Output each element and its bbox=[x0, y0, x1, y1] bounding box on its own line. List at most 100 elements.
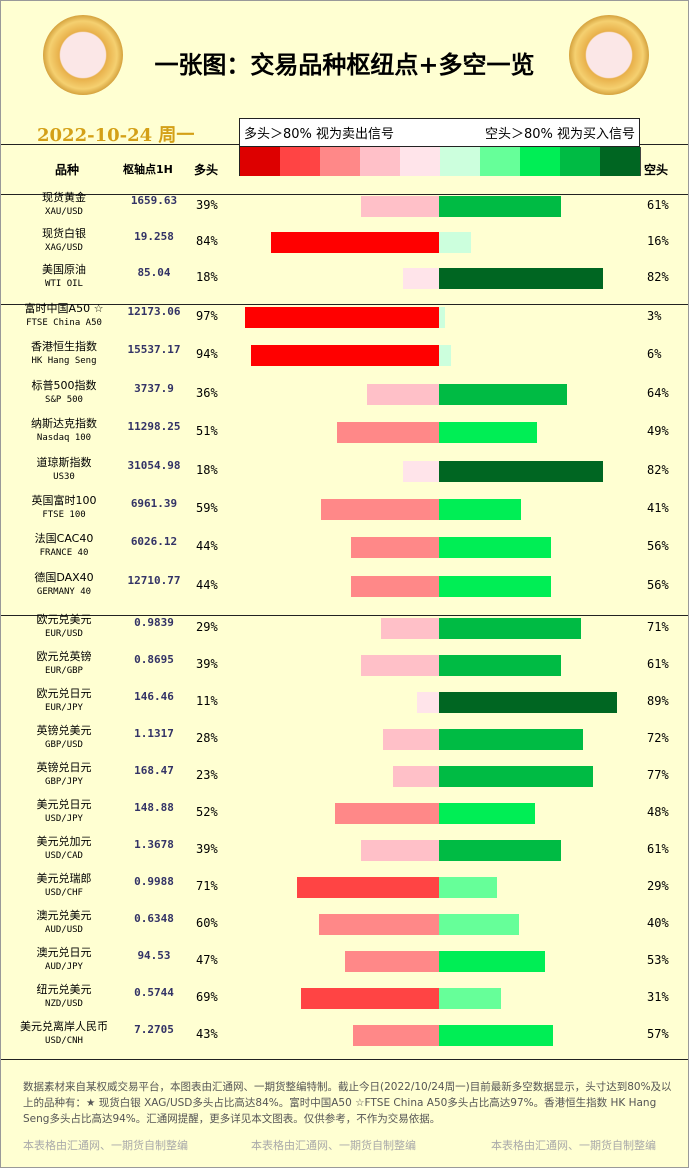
pivot: 148.88 bbox=[134, 801, 174, 814]
pivot: 0.5744 bbox=[134, 986, 174, 999]
short-pct: 3% bbox=[647, 309, 662, 323]
instrument-code: FTSE China A50 bbox=[26, 318, 102, 328]
instrument-code: USD/CHF bbox=[45, 888, 83, 898]
short-pct: 41% bbox=[647, 501, 669, 515]
footer-note: 数据素材来自某权威交易平台，本图表由汇通网、一期货整编特制。截止今日(2022/… bbox=[23, 1081, 672, 1125]
short-bar bbox=[439, 196, 561, 217]
long-bar bbox=[301, 988, 439, 1009]
short-pct: 71% bbox=[647, 620, 669, 634]
long-bar bbox=[383, 729, 439, 750]
pivot: 0.9839 bbox=[134, 616, 174, 629]
long-pct: 39% bbox=[196, 657, 218, 671]
long-pct: 52% bbox=[196, 805, 218, 819]
instrument-name: 道琼斯指数 bbox=[36, 455, 92, 469]
instrument-code: USD/CAD bbox=[45, 851, 83, 861]
short-bar bbox=[439, 345, 451, 367]
pivot: 3737.9 bbox=[134, 381, 174, 395]
legend-scale bbox=[240, 146, 641, 176]
instrument-name: 标普500指数 bbox=[31, 378, 97, 392]
logo bbox=[43, 15, 123, 95]
long-bar bbox=[353, 1025, 439, 1046]
short-bar bbox=[439, 692, 617, 713]
long-pct: 18% bbox=[196, 462, 218, 477]
long-pct: 69% bbox=[196, 990, 218, 1004]
long-bar bbox=[417, 692, 439, 713]
long-bar bbox=[345, 951, 439, 972]
long-pct: 47% bbox=[196, 953, 218, 967]
short-pct: 72% bbox=[647, 731, 669, 745]
instrument-name: 纳斯达克指数 bbox=[31, 417, 97, 431]
instrument-name: 富时中国A50 ☆ bbox=[24, 302, 104, 315]
short-pct: 82% bbox=[647, 270, 669, 284]
long-pct: 11% bbox=[196, 694, 218, 708]
pivot: 0.8695 bbox=[134, 653, 174, 666]
pivot: 0.9988 bbox=[134, 875, 174, 888]
short-pct: 77% bbox=[647, 768, 669, 782]
instrument-code: GBP/JPY bbox=[45, 777, 83, 787]
instrument-name: 澳元兑美元 bbox=[36, 909, 92, 922]
logo bbox=[569, 15, 649, 95]
instrument-code: EUR/USD bbox=[45, 629, 83, 639]
instrument-code: AUD/JPY bbox=[45, 962, 83, 972]
instrument-code: USD/JPY bbox=[45, 814, 83, 824]
short-pct: 64% bbox=[647, 385, 669, 400]
short-pct: 82% bbox=[647, 462, 669, 477]
short-bar bbox=[439, 307, 445, 328]
instrument-code: USD/CNH bbox=[45, 1036, 83, 1046]
long-pct: 44% bbox=[196, 539, 218, 554]
short-pct: 61% bbox=[647, 842, 669, 856]
short-pct: 49% bbox=[647, 424, 669, 439]
instrument-name: 美元兑离岸人民币 bbox=[20, 1020, 108, 1033]
legend-color bbox=[480, 147, 521, 176]
instrument-name: 美国原油 bbox=[42, 263, 86, 276]
long-pct: 44% bbox=[196, 577, 218, 592]
long-bar bbox=[351, 537, 439, 559]
legend-color bbox=[560, 147, 601, 176]
short-bar bbox=[439, 232, 471, 253]
watermark: 本表格由汇通网、一期货自制整编 bbox=[491, 1139, 656, 1152]
watermark: 本表格由汇通网、一期货自制整编 bbox=[251, 1139, 416, 1152]
pivot: 146.46 bbox=[134, 690, 174, 703]
legend-color bbox=[280, 147, 321, 176]
instrument-code: GBP/USD bbox=[45, 740, 83, 750]
short-bar bbox=[439, 383, 567, 405]
pivot: 168.47 bbox=[134, 764, 174, 777]
instrument-code: AUD/USD bbox=[45, 925, 83, 935]
instrument-name: 香港恒生指数 bbox=[31, 340, 97, 354]
instrument-code: FRANCE 40 bbox=[39, 548, 89, 559]
instrument-code: HK Hang Seng bbox=[31, 356, 97, 367]
pivot: 1.3678 bbox=[134, 838, 174, 851]
long-pct: 60% bbox=[196, 916, 218, 930]
instrument-code: GERMANY 40 bbox=[36, 586, 92, 597]
instrument-code: FTSE 100 bbox=[42, 510, 86, 520]
date: 2022-10-24 周一 bbox=[37, 125, 195, 146]
pivot: 31054.98 bbox=[127, 458, 181, 472]
short-bar bbox=[439, 460, 603, 482]
instrument-name: 美元兑瑞郎 bbox=[36, 872, 92, 885]
col-long: 多头 bbox=[194, 163, 219, 177]
instrument-name: 澳元兑日元 bbox=[36, 946, 92, 959]
short-pct: 53% bbox=[647, 953, 669, 967]
short-pct: 48% bbox=[647, 805, 669, 819]
instrument-name: 英镑兑美元 bbox=[36, 724, 92, 737]
short-pct: 89% bbox=[647, 694, 669, 708]
pivot: 1.1317 bbox=[134, 727, 174, 740]
long-pct: 84% bbox=[196, 234, 218, 248]
divider bbox=[1, 194, 688, 195]
short-bar bbox=[439, 575, 551, 597]
short-pct: 29% bbox=[647, 879, 669, 893]
legend-color bbox=[400, 147, 441, 176]
col-name: 品种 bbox=[55, 163, 80, 177]
short-bar bbox=[439, 914, 519, 935]
instrument-name: 欧元兑美元 bbox=[36, 613, 92, 626]
long-pct: 39% bbox=[196, 842, 218, 856]
short-bar bbox=[439, 422, 537, 444]
short-pct: 56% bbox=[647, 539, 669, 554]
long-bar bbox=[351, 575, 439, 597]
legend-color bbox=[320, 147, 361, 176]
long-pct: 59% bbox=[196, 501, 218, 515]
long-bar bbox=[361, 655, 439, 676]
long-bar bbox=[381, 618, 439, 639]
instrument-name: 美元兑日元 bbox=[36, 798, 92, 811]
